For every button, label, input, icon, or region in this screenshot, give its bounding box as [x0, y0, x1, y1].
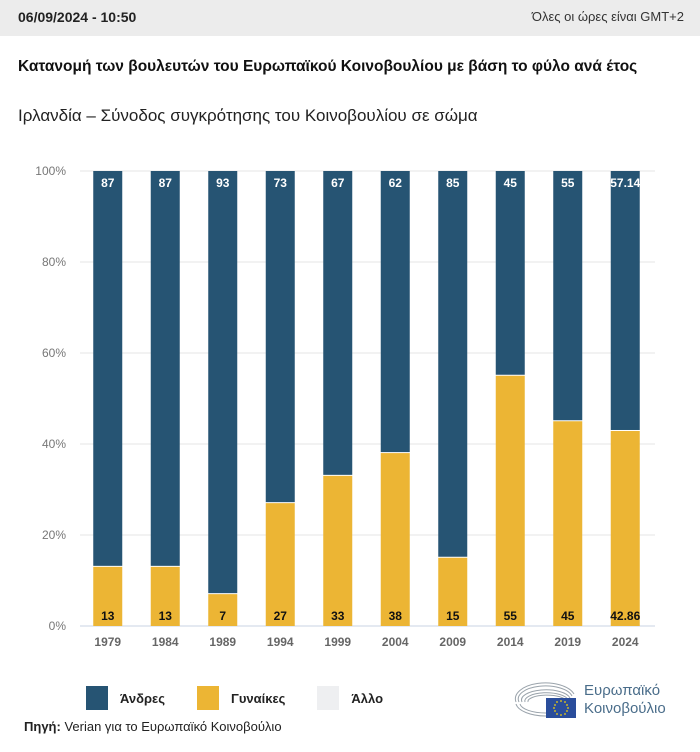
data-label-men: 73 [274, 176, 288, 190]
chart-title: Κατανομή των βουλευτών του Ευρωπαϊκού Κο… [18, 58, 638, 75]
bar-men [438, 171, 468, 557]
bar-women [495, 375, 525, 626]
data-label-men: 87 [101, 176, 115, 190]
y-tick-label: 0% [49, 619, 67, 633]
x-tick-label: 2004 [382, 635, 409, 649]
data-label-men: 85 [446, 176, 460, 190]
legend-label-women: Γυναίκες [231, 690, 286, 706]
data-label-women: 7 [219, 609, 226, 623]
stacked-bar-chart: 0% 20% 40% 60% 80% 100% 87 13 87 13 93 7 73 27 67 33 62… [35, 164, 655, 649]
bar-men [610, 171, 640, 430]
bar-men [380, 171, 410, 453]
bar-women [93, 566, 123, 626]
y-tick-label: 100% [35, 164, 66, 178]
source-text: Verian για το Ευρωπαϊκό Κοινοβούλιο [60, 719, 282, 734]
legend-item-women[interactable]: Γυναίκες [197, 686, 285, 710]
data-label-women: 27 [274, 609, 288, 623]
data-label-women: 55 [504, 609, 518, 623]
data-label-women: 13 [101, 609, 115, 623]
x-axis: 1979 1984 1989 1994 1999 2004 2009 2014 2019 2024 [94, 635, 639, 649]
data-label-men: 62 [389, 176, 403, 190]
bars: 87 13 87 13 93 7 73 27 67 33 62 38 85 15 45 55 55 45 57.14… [93, 171, 641, 626]
data-label-women: 13 [159, 609, 173, 623]
data-label-men: 55 [561, 176, 575, 190]
bar-women [208, 594, 238, 626]
bar-women [323, 475, 353, 626]
source-note: Πηγή: Verian για το Ευρωπαϊκό Κοινοβούλι… [24, 719, 282, 734]
logo-line2: Κοινοβούλιο [584, 700, 666, 717]
parliament-emblem-icon [514, 682, 576, 718]
legend-label-men: Άνδρες [120, 690, 165, 706]
y-tick-label: 80% [42, 255, 66, 269]
x-tick-label: 2019 [554, 635, 581, 649]
legend-item-other[interactable]: Άλλο [317, 686, 383, 710]
x-tick-label: 2014 [497, 635, 524, 649]
bar-women [265, 503, 295, 626]
data-label-men: 67 [331, 176, 345, 190]
logo-text: Ευρωπαϊκό Κοινοβούλιο [584, 682, 666, 718]
bar-men [553, 171, 583, 421]
bar-men [208, 171, 238, 594]
y-axis: 0% 20% 40% 60% 80% 100% [35, 164, 66, 633]
legend: Άνδρες Γυναίκες Άλλο [86, 686, 415, 710]
bar-women [610, 430, 640, 626]
y-tick-label: 40% [42, 437, 66, 451]
source-label: Πηγή: [24, 719, 61, 734]
data-label-men: 87 [159, 176, 173, 190]
legend-swatch-other [317, 686, 340, 710]
legend-swatch-men [86, 686, 108, 710]
data-label-men: 45 [504, 176, 518, 190]
bar-men [495, 171, 525, 375]
data-label-women: 42.86 [610, 609, 640, 623]
legend-swatch-women [197, 686, 219, 710]
x-tick-label: 1999 [324, 635, 351, 649]
data-label-women: 33 [331, 609, 345, 623]
bar-women [150, 566, 180, 626]
bar-women [553, 421, 583, 626]
y-tick-label: 20% [42, 528, 66, 542]
bar-men [93, 171, 123, 566]
datetime: 06/09/2024 - 10:50 [18, 9, 137, 25]
legend-label-other: Άλλο [351, 690, 384, 706]
x-tick-label: 1984 [152, 635, 179, 649]
data-label-women: 15 [446, 609, 460, 623]
data-label-men: 93 [216, 176, 230, 190]
logo-line1: Ευρωπαϊκό [584, 682, 661, 699]
data-label-women: 38 [389, 609, 403, 623]
data-label-women: 45 [561, 609, 575, 623]
european-parliament-logo: Ευρωπαϊκό Κοινοβούλιο [512, 680, 682, 720]
x-tick-label: 1994 [267, 635, 294, 649]
y-tick-label: 60% [42, 346, 66, 360]
data-label-men: 57.14 [610, 176, 640, 190]
bar-men [265, 171, 295, 503]
bar-women [380, 453, 410, 626]
x-tick-label: 2024 [612, 635, 639, 649]
x-tick-label: 1979 [94, 635, 121, 649]
bar-women [438, 557, 468, 626]
x-tick-label: 2009 [439, 635, 466, 649]
bar-men [150, 171, 180, 566]
legend-item-men[interactable]: Άνδρες [86, 686, 165, 710]
x-tick-label: 1989 [209, 635, 236, 649]
timezone-note: Όλες οι ώρες είναι GMT+2 [531, 9, 684, 24]
top-bar: 06/09/2024 - 10:50 Όλες οι ώρες είναι GM… [0, 0, 700, 36]
chart-subtitle: Ιρλανδία – Σύνοδος συγκρότησης του Κοινο… [18, 106, 478, 125]
bar-men [323, 171, 353, 475]
